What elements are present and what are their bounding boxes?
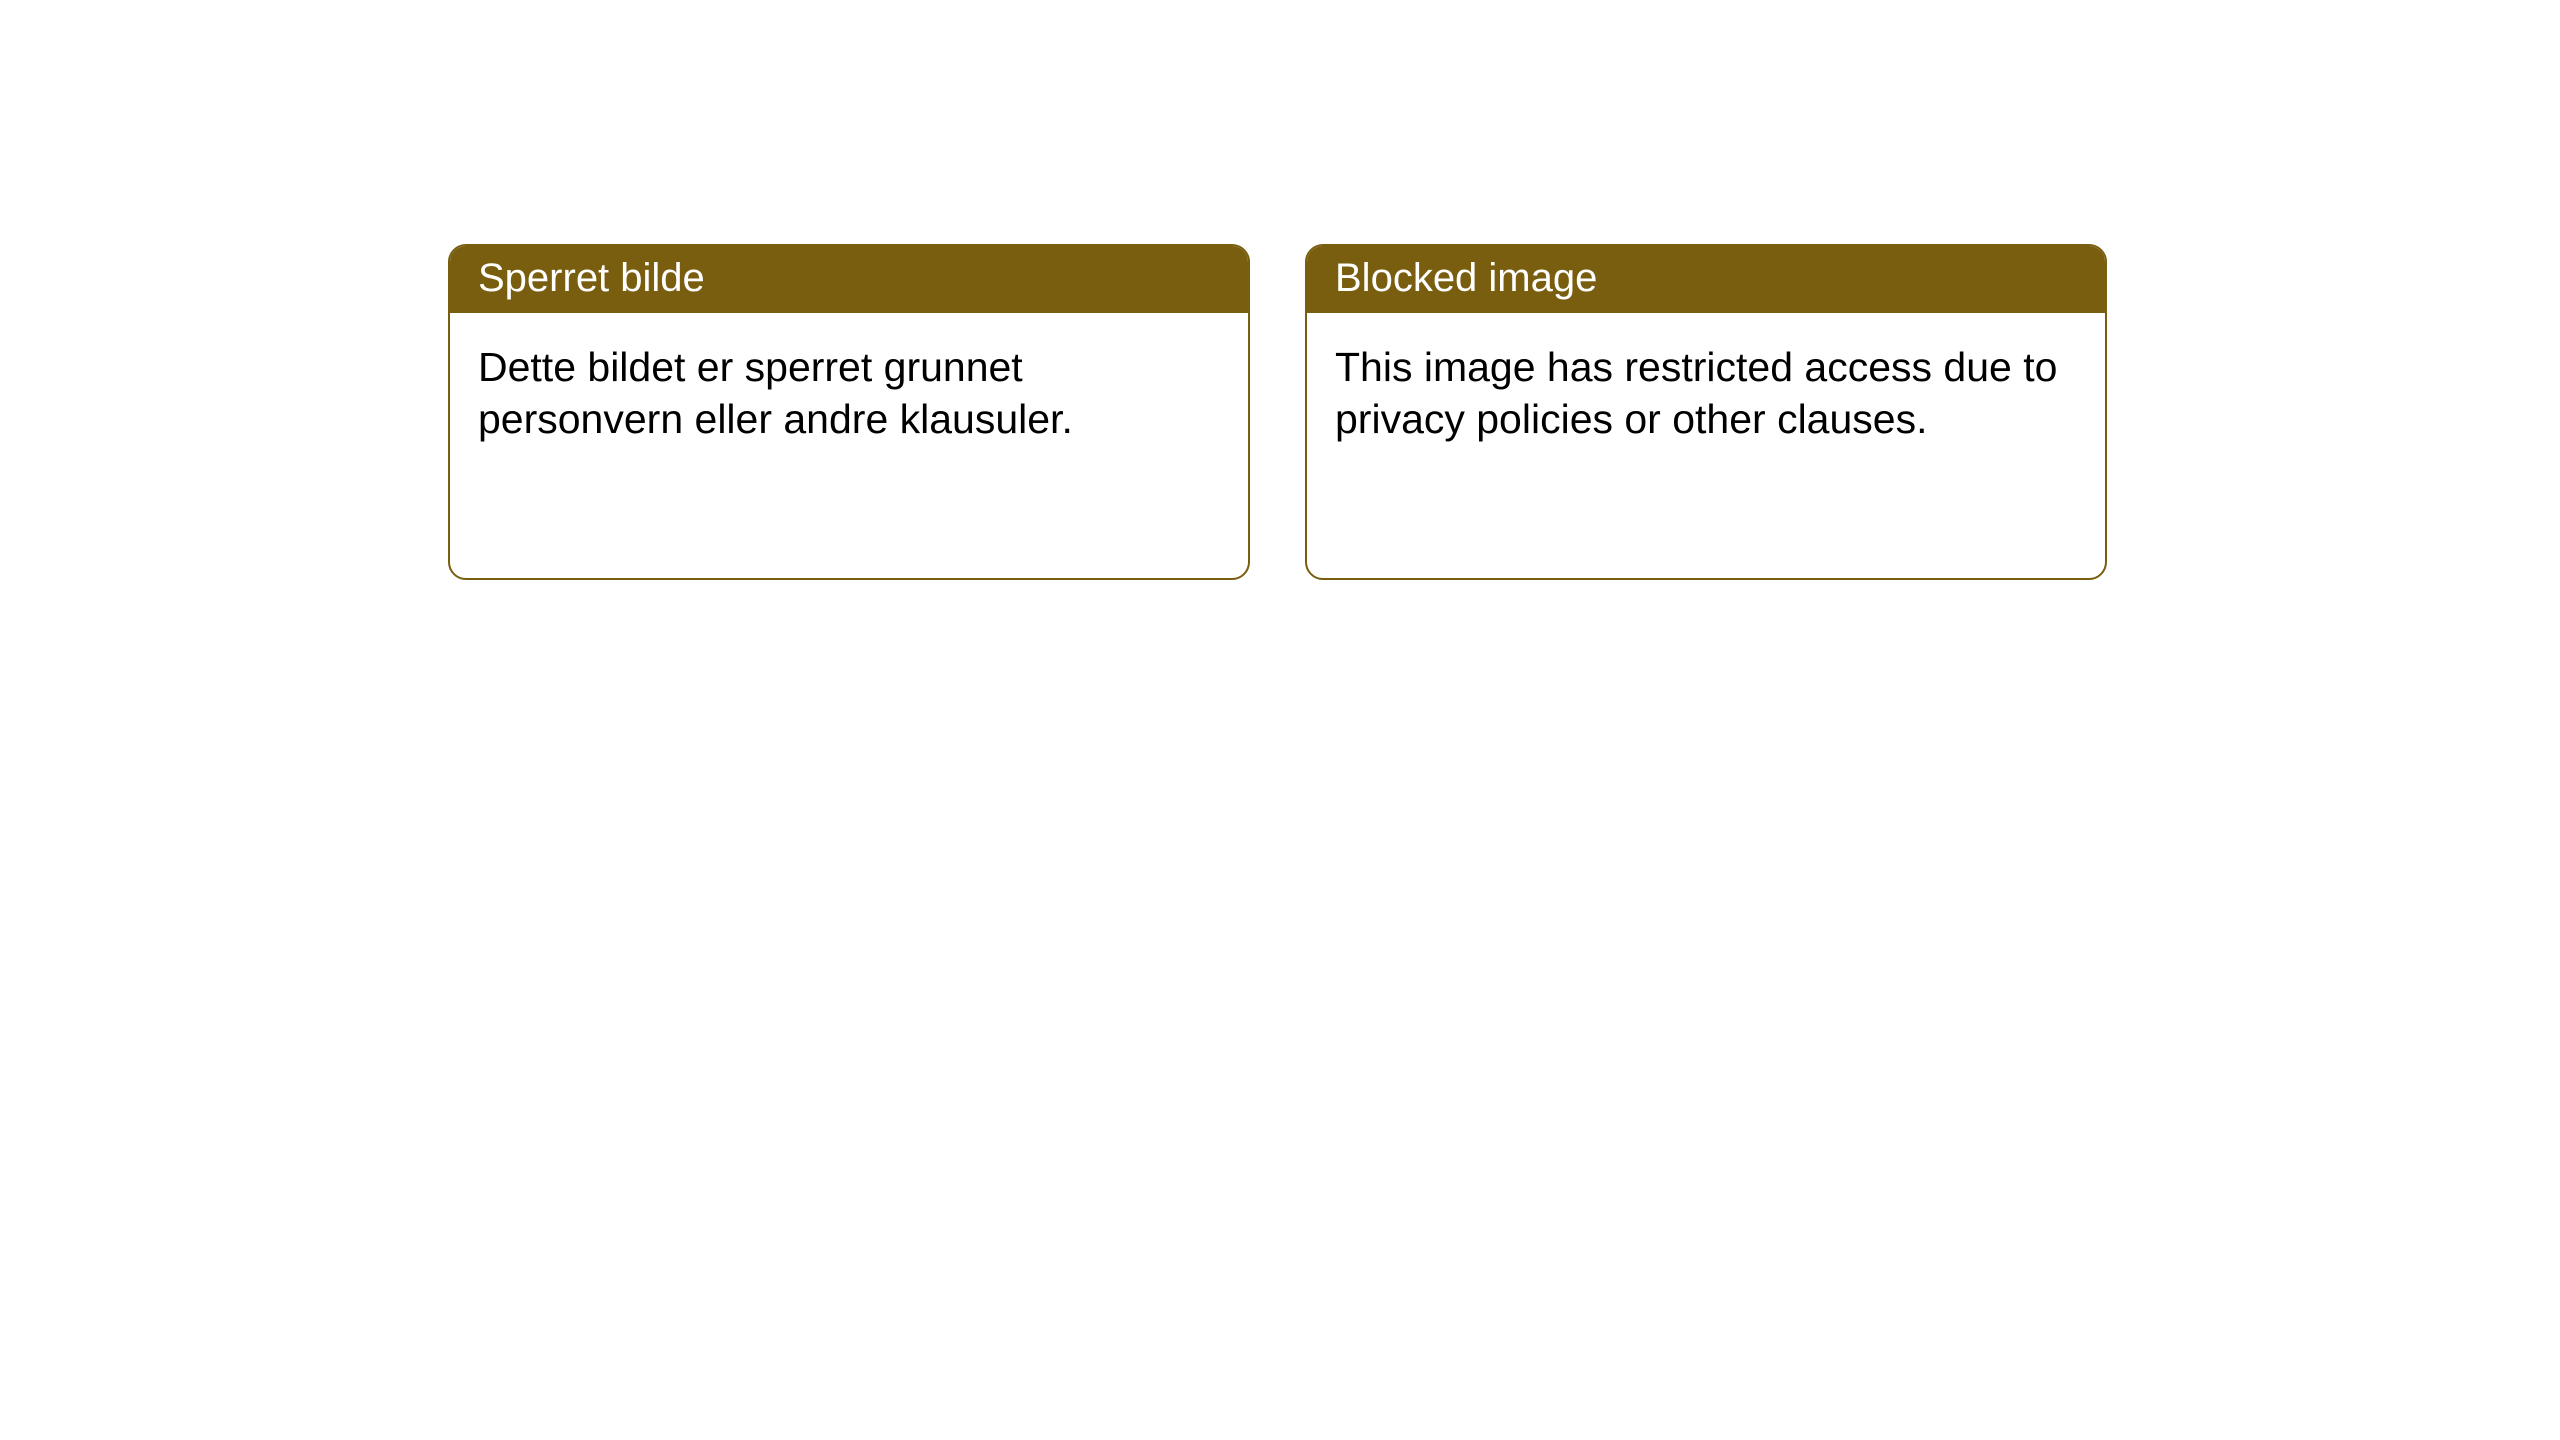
- card-body-text: Dette bildet er sperret grunnet personve…: [478, 344, 1073, 442]
- card-body: Dette bildet er sperret grunnet personve…: [450, 313, 1248, 474]
- card-header: Blocked image: [1307, 246, 2105, 313]
- card-body-text: This image has restricted access due to …: [1335, 344, 2057, 442]
- card-title: Sperret bilde: [478, 256, 705, 300]
- card-body: This image has restricted access due to …: [1307, 313, 2105, 474]
- card-title: Blocked image: [1335, 256, 1597, 300]
- card-header: Sperret bilde: [450, 246, 1248, 313]
- notice-card-english: Blocked image This image has restricted …: [1305, 244, 2107, 580]
- notice-container: Sperret bilde Dette bildet er sperret gr…: [0, 0, 2560, 580]
- notice-card-norwegian: Sperret bilde Dette bildet er sperret gr…: [448, 244, 1250, 580]
